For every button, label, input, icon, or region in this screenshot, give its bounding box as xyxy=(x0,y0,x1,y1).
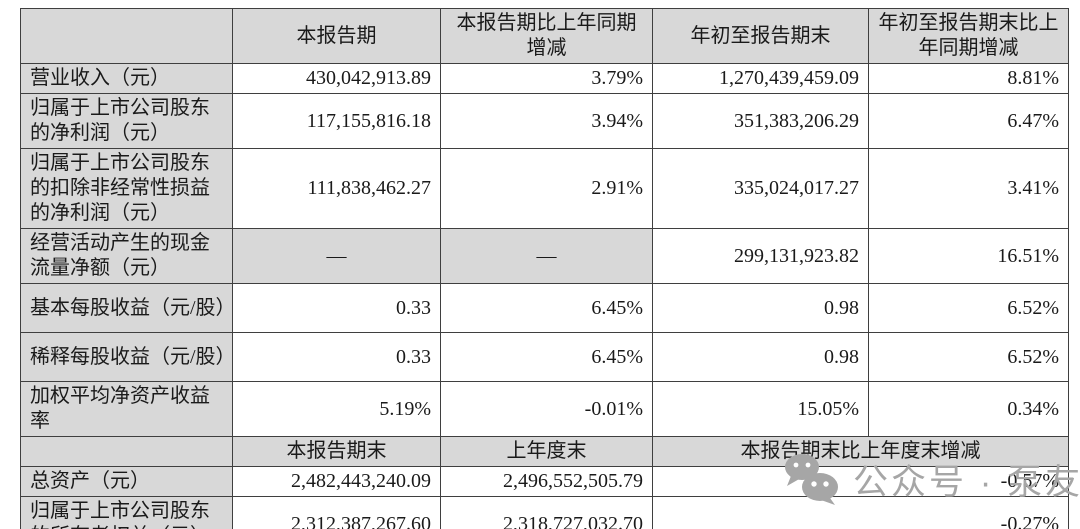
row-weighted-avg-roe: 加权平均净资产收益率 5.19% -0.01% 15.05% 0.34% xyxy=(20,381,1069,437)
cell-value: 6.45% xyxy=(440,332,653,382)
cell-value: 351,383,206.29 xyxy=(652,93,869,149)
row-label: 加权平均净资产收益率 xyxy=(20,381,233,437)
cell-value: 16.51% xyxy=(868,228,1069,284)
row-label: 营业收入（元） xyxy=(20,63,233,94)
cell-value: 2,482,443,240.09 xyxy=(232,466,441,497)
row-net-profit: 归属于上市公司股东的净利润（元） 117,155,816.18 3.94% 35… xyxy=(20,93,1069,149)
row-shareholders-equity: 归属于上市公司股东的所有者权益（元） 2,312,387,267.60 2,31… xyxy=(20,496,1069,529)
cell-value: 2,312,387,267.60 xyxy=(232,496,441,529)
header-end-of-last-year: 上年度末 xyxy=(440,436,653,467)
header-current-period: 本报告期 xyxy=(232,8,441,64)
yearend-header-row: 本报告期末 上年度末 本报告期末比上年度末增减 xyxy=(20,436,1069,467)
cell-value: 5.19% xyxy=(232,381,441,437)
row-operating-cash-flow: 经营活动产生的现金流量净额（元） — — 299,131,923.82 16.5… xyxy=(20,228,1069,284)
financial-summary-table: 本报告期 本报告期比上年同期增减 年初至报告期末 年初至报告期末比上年同期增减 … xyxy=(20,8,1069,529)
cell-value: 8.81% xyxy=(868,63,1069,94)
header-current-period-yoy-change: 本报告期比上年同期增减 xyxy=(440,8,653,64)
period-header-row: 本报告期 本报告期比上年同期增减 年初至报告期末 年初至报告期末比上年同期增减 xyxy=(20,8,1069,64)
header-empty-cell xyxy=(20,436,233,467)
cell-value: 0.98 xyxy=(652,283,869,333)
cell-value: 111,838,462.27 xyxy=(232,148,441,229)
cell-value: — xyxy=(440,228,653,284)
cell-value: -0.27% xyxy=(652,496,1069,529)
header-ytd: 年初至报告期末 xyxy=(652,8,869,64)
cell-value: 3.41% xyxy=(868,148,1069,229)
cell-value: 6.52% xyxy=(868,283,1069,333)
row-total-assets: 总资产（元） 2,482,443,240.09 2,496,552,505.79… xyxy=(20,466,1069,497)
row-net-profit-excl-nonrecurring: 归属于上市公司股东的扣除非经常性损益的净利润（元） 111,838,462.27… xyxy=(20,148,1069,229)
row-label: 归属于上市公司股东的扣除非经常性损益的净利润（元） xyxy=(20,148,233,229)
cell-value: 3.79% xyxy=(440,63,653,94)
cell-value: 0.33 xyxy=(232,283,441,333)
cell-value: 335,024,017.27 xyxy=(652,148,869,229)
row-label: 归属于上市公司股东的净利润（元） xyxy=(20,93,233,149)
cell-value: 0.33 xyxy=(232,332,441,382)
row-diluted-eps: 稀释每股收益（元/股） 0.33 6.45% 0.98 6.52% xyxy=(20,332,1069,382)
row-label: 经营活动产生的现金流量净额（元） xyxy=(20,228,233,284)
cell-value: 0.98 xyxy=(652,332,869,382)
cell-value: 1,270,439,459.09 xyxy=(652,63,869,94)
row-basic-eps: 基本每股收益（元/股） 0.33 6.45% 0.98 6.52% xyxy=(20,283,1069,333)
cell-value: 117,155,816.18 xyxy=(232,93,441,149)
header-empty-cell xyxy=(20,8,233,64)
cell-value: 430,042,913.89 xyxy=(232,63,441,94)
row-label: 稀释每股收益（元/股） xyxy=(20,332,233,382)
header-end-of-period: 本报告期末 xyxy=(232,436,441,467)
cell-value: -0.01% xyxy=(440,381,653,437)
cell-value: 2,318,727,032.70 xyxy=(440,496,653,529)
cell-value: 15.05% xyxy=(652,381,869,437)
header-change-vs-last-yearend: 本报告期末比上年度末增减 xyxy=(652,436,1069,467)
row-label: 基本每股收益（元/股） xyxy=(20,283,233,333)
cell-value: 0.34% xyxy=(868,381,1069,437)
row-operating-revenue: 营业收入（元） 430,042,913.89 3.79% 1,270,439,4… xyxy=(20,63,1069,94)
cell-value: 6.47% xyxy=(868,93,1069,149)
row-label: 总资产（元） xyxy=(20,466,233,497)
cell-value: 3.94% xyxy=(440,93,653,149)
cell-value: — xyxy=(232,228,441,284)
cell-value: 2.91% xyxy=(440,148,653,229)
cell-value: 299,131,923.82 xyxy=(652,228,869,284)
header-ytd-yoy-change: 年初至报告期末比上年同期增减 xyxy=(868,8,1069,64)
cell-value: -0.57% xyxy=(652,466,1069,497)
row-label: 归属于上市公司股东的所有者权益（元） xyxy=(20,496,233,529)
cell-value: 6.52% xyxy=(868,332,1069,382)
cell-value: 6.45% xyxy=(440,283,653,333)
cell-value: 2,496,552,505.79 xyxy=(440,466,653,497)
